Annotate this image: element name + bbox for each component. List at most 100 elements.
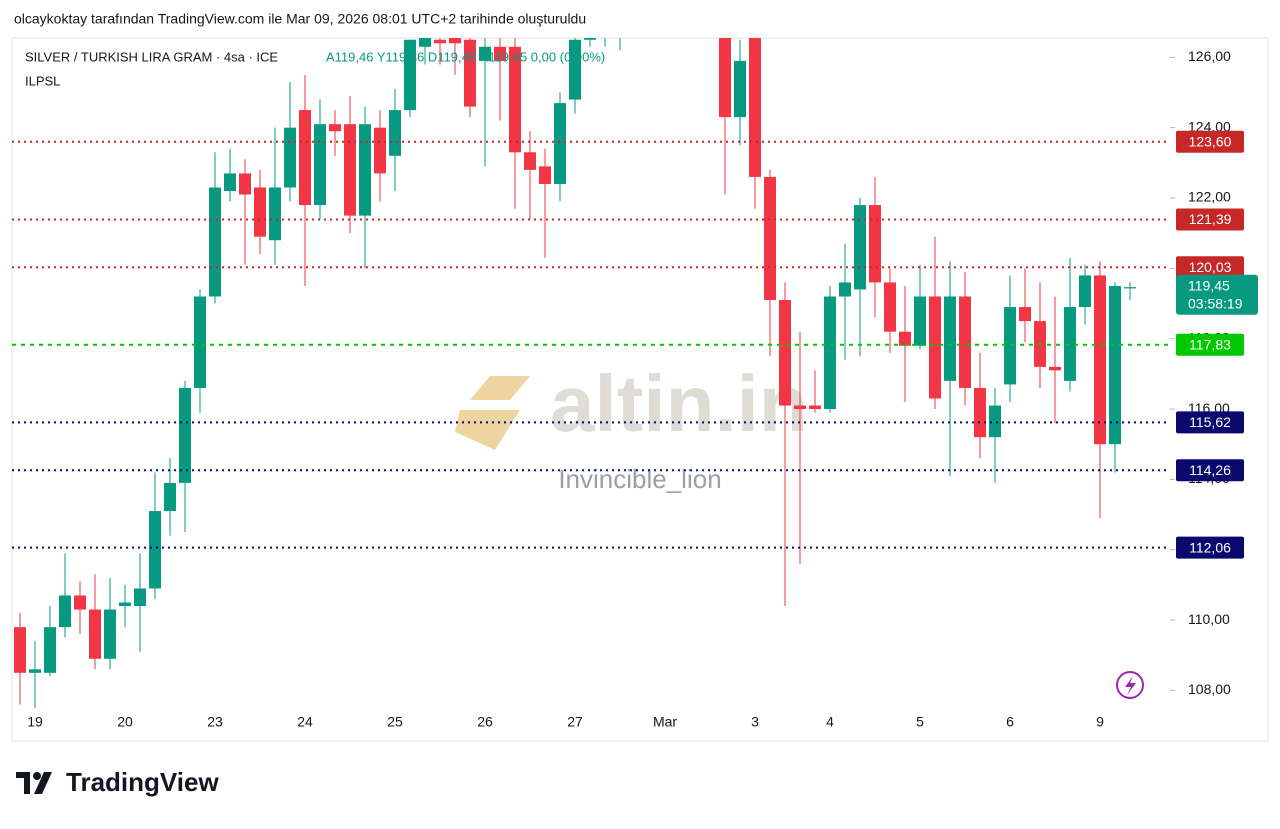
candle-body <box>779 300 791 406</box>
y-tick-label: 108,00 <box>1188 681 1231 697</box>
candle-body <box>899 331 911 346</box>
candle-body <box>194 296 206 388</box>
level-badge <box>1176 208 1244 231</box>
candle-body <box>104 609 116 659</box>
candle-body <box>209 187 221 297</box>
candle-body <box>239 173 251 195</box>
candle-body <box>584 38 596 40</box>
candle-body <box>344 124 356 216</box>
candle-body <box>29 669 41 673</box>
candle-body <box>464 39 476 107</box>
x-tick-label: 24 <box>297 714 313 730</box>
x-tick-label: 6 <box>1006 714 1014 730</box>
last-price-label: 119,45 <box>1188 277 1230 293</box>
candle-body <box>254 187 266 237</box>
candle-body <box>959 296 971 388</box>
candle-body <box>1019 307 1031 322</box>
candle-body <box>224 173 236 191</box>
candle-body <box>44 627 56 673</box>
candle-body <box>389 110 401 156</box>
candle-body <box>89 609 101 659</box>
plot <box>14 33 1136 708</box>
candle-body <box>869 205 881 283</box>
x-tick-label: Mar <box>653 714 677 730</box>
candle-body <box>719 38 731 118</box>
candle-body <box>494 46 506 61</box>
level-label: 114,26 <box>1189 462 1231 478</box>
level-label: 120,03 <box>1189 259 1232 275</box>
candle-body <box>944 296 956 381</box>
y-tick-label: 124,00 <box>1188 118 1231 134</box>
level-label: 112,06 <box>1189 539 1231 555</box>
alert-icon[interactable] <box>1116 671 1144 699</box>
candle-body <box>929 296 941 399</box>
level-badge <box>1176 333 1244 356</box>
x-tick-label: 25 <box>387 714 403 730</box>
candle-body <box>599 33 611 37</box>
candle-body <box>134 588 146 607</box>
candle-body <box>809 405 821 410</box>
candle-body <box>59 595 71 628</box>
candle-body <box>374 127 386 174</box>
legend-values: A119,46 Y119,46 D119,45 K119,45 0,00 (0,… <box>326 49 605 64</box>
candle-body <box>539 166 551 184</box>
candle-body <box>749 38 761 177</box>
x-tick-label: 26 <box>477 714 493 730</box>
watermark-text: altin.in <box>550 359 808 448</box>
logo-shape <box>455 410 520 450</box>
level-badge <box>1176 411 1244 434</box>
candle-body <box>764 176 776 301</box>
candle-body <box>419 38 431 47</box>
candle-body <box>1094 275 1106 445</box>
level-badge <box>1176 130 1244 153</box>
candle-body <box>554 103 566 184</box>
candle-body <box>854 205 866 290</box>
brand-logo <box>16 772 52 794</box>
level-label: 121,39 <box>1189 211 1232 227</box>
candle-body <box>404 39 416 111</box>
candle-body <box>734 60 746 118</box>
candle-body <box>989 405 1001 438</box>
candle-body <box>299 110 311 206</box>
x-tick-label: 20 <box>117 714 133 730</box>
candle-body <box>884 282 896 332</box>
candle-body <box>1109 285 1121 445</box>
x-tick-label: 3 <box>751 714 759 730</box>
logo-shape <box>470 376 530 400</box>
candle-body <box>974 387 986 438</box>
candle-body <box>839 282 851 297</box>
candle-body <box>329 124 341 132</box>
candle-body <box>509 46 521 153</box>
candle-body <box>1079 275 1091 308</box>
x-tick-label: 19 <box>27 714 43 730</box>
x-tick-label: 9 <box>1096 714 1104 730</box>
candle-body <box>149 511 161 589</box>
y-tick-label: 122,00 <box>1188 189 1231 205</box>
candle-body <box>569 39 581 100</box>
frame <box>11 37 1269 742</box>
candle-body <box>794 405 806 410</box>
countdown: 03:58:19 <box>1188 295 1243 311</box>
alert-bolt <box>1125 676 1136 695</box>
candle-body <box>449 38 461 44</box>
candle-body <box>1064 307 1076 381</box>
level-label: 117,83 <box>1189 336 1231 352</box>
x-tick-label: 23 <box>207 714 223 730</box>
candle-body <box>914 296 926 346</box>
y-tick-label: 126,00 <box>1188 48 1231 64</box>
indicator: ILPSL <box>25 73 60 88</box>
candle-body <box>1004 307 1016 385</box>
level-badge <box>1176 536 1244 559</box>
candle-body <box>614 33 626 37</box>
x-tick-label: 5 <box>916 714 924 730</box>
level-badge <box>1176 459 1244 482</box>
header: olcaykoktay tarafından TradingView.com i… <box>14 11 586 27</box>
x-tick-label: 4 <box>826 714 834 730</box>
level-label: 115,62 <box>1189 414 1231 430</box>
candle-body <box>359 124 371 216</box>
x-tick-label: 27 <box>567 714 583 730</box>
level-label: 123,60 <box>1189 133 1232 149</box>
watermark-author: Invincible_lion <box>558 464 721 494</box>
candle-body <box>524 152 536 170</box>
